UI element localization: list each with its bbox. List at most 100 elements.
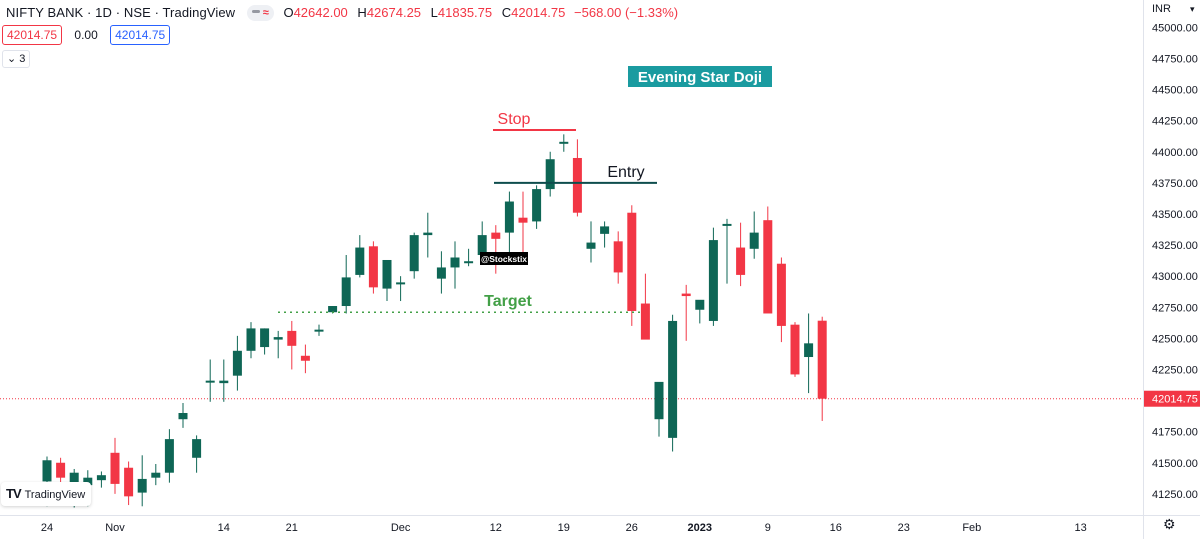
bid-ask-row: 42014.75 0.00 42014.75 — [2, 25, 171, 45]
watermark-label: @Stockstix — [481, 254, 527, 264]
candle-body — [600, 226, 610, 234]
candle-body — [681, 293, 691, 297]
open-value: 42642.00 — [293, 5, 348, 20]
close-value: 42014.75 — [511, 5, 566, 20]
price-tick-label: 43750.00 — [1152, 178, 1198, 190]
time-tick-label: 21 — [286, 522, 298, 534]
price-tick-label: 43000.00 — [1152, 271, 1198, 283]
candle-body — [355, 247, 365, 275]
candle-body — [464, 261, 474, 264]
market-status-pill[interactable]: ≈ — [246, 5, 274, 21]
price-tick-label: 42750.00 — [1152, 302, 1198, 314]
last-price-badge — [1144, 390, 1200, 407]
candle-body — [260, 328, 270, 348]
candle-body — [164, 439, 174, 473]
time-tick-label: 16 — [830, 522, 842, 534]
candle-body — [246, 328, 256, 351]
candle-body — [491, 232, 501, 239]
candle-body — [219, 380, 229, 384]
entry-label: Entry — [607, 164, 644, 181]
open-label: O — [283, 5, 294, 20]
candle-body — [763, 220, 773, 314]
price-tick-label: 41500.00 — [1152, 458, 1198, 470]
candle-body — [572, 157, 582, 213]
candle-body — [409, 235, 419, 272]
price-tick-label: 42250.00 — [1152, 364, 1198, 376]
time-tick-label: Feb — [962, 522, 981, 534]
market-closed-icon — [251, 10, 260, 13]
candle-body — [382, 259, 392, 289]
candle-body — [368, 246, 378, 288]
candle-body — [804, 343, 814, 358]
time-tick-label: Dec — [391, 522, 411, 534]
price-tick-label: 41250.00 — [1152, 489, 1198, 501]
time-tick-label: 12 — [490, 522, 502, 534]
candle-body — [627, 212, 637, 311]
high-value: 42674.25 — [366, 5, 422, 20]
candle-body — [341, 277, 351, 307]
candle-body — [192, 439, 202, 458]
candle-body — [396, 282, 406, 285]
delay-wave-icon: ≈ — [262, 7, 269, 19]
candle-body — [42, 460, 52, 482]
candle-body — [124, 467, 134, 497]
candle-body — [96, 475, 106, 481]
watermark-bg — [480, 252, 528, 265]
price-tick-label: 44500.00 — [1152, 85, 1198, 97]
time-tick-label: 2023 — [688, 522, 712, 534]
symbol-legend: NIFTY BANK · 1D · NSE · TradingView ≈ O4… — [6, 5, 678, 21]
candle-body — [273, 337, 283, 340]
price-tick-label: 44250.00 — [1152, 116, 1198, 128]
candle-body — [518, 217, 528, 223]
gear-icon[interactable]: ⚙ — [1163, 516, 1176, 532]
price-tick-label: 44000.00 — [1152, 147, 1198, 159]
buy-price-box[interactable]: 42014.75 — [110, 25, 171, 45]
price-tick-label: 45000.00 — [1152, 22, 1198, 34]
candle-body — [708, 240, 718, 321]
stop-label: Stop — [498, 111, 531, 128]
time-tick-label: 23 — [898, 522, 910, 534]
candle-body — [232, 350, 242, 376]
candle-body — [654, 381, 664, 420]
candle-body — [328, 306, 338, 313]
candle-body — [736, 247, 746, 275]
candle-body — [300, 355, 310, 361]
candle-body — [559, 141, 569, 144]
candle-body — [613, 241, 623, 273]
indicators-count: 3 — [19, 53, 26, 65]
candle-body — [450, 257, 460, 268]
price-tick-label: 44750.00 — [1152, 53, 1198, 65]
candle-body — [722, 223, 732, 226]
symbol-title[interactable]: NIFTY BANK · 1D · NSE · TradingView — [6, 5, 236, 20]
price-tick-label: 41750.00 — [1152, 427, 1198, 439]
currency-chevron-icon[interactable]: ▾ — [1190, 5, 1195, 15]
time-tick-label: 24 — [41, 522, 53, 534]
sell-price-box[interactable]: 42014.75 — [2, 25, 63, 45]
candle-body — [423, 232, 433, 236]
time-tick-label: Nov — [105, 522, 125, 534]
low-value: 41835.75 — [437, 5, 493, 20]
time-tick-label: 19 — [558, 522, 570, 534]
indicators-toggle[interactable]: ⌄ 3 — [2, 50, 31, 68]
spread-value: 0.00 — [74, 28, 98, 42]
logo-text: TradingView — [24, 489, 86, 501]
candle-body — [695, 299, 705, 310]
pattern-label: Evening Star Doji — [638, 69, 762, 86]
time-tick-label: 26 — [626, 522, 638, 534]
candle-body — [205, 380, 215, 383]
candle-body — [776, 263, 786, 326]
change-value: −568.00 (−1.33%) — [574, 5, 679, 20]
currency-label[interactable]: INR — [1152, 3, 1171, 15]
time-tick-label: 9 — [765, 522, 771, 534]
tradingview-logo[interactable]: TV TradingView — [1, 482, 92, 506]
price-tick-label: 43250.00 — [1152, 240, 1198, 252]
candle-body — [668, 320, 678, 438]
candle-body — [178, 412, 188, 420]
candle-body — [640, 303, 650, 340]
candle-body — [532, 189, 542, 222]
time-tick-label: 13 — [1074, 522, 1086, 534]
target-label: Target — [484, 293, 532, 310]
low-label: L — [430, 5, 438, 20]
pattern-label-bg — [628, 66, 772, 87]
